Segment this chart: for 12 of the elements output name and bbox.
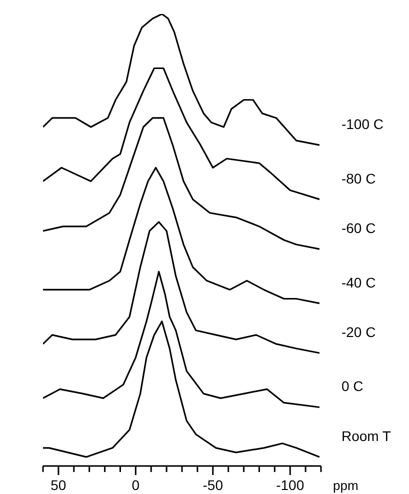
x-tick-label: -50 — [202, 477, 224, 493]
series-label: Room T — [341, 428, 392, 444]
series-label: -60 C — [341, 220, 376, 236]
series-label: -100 C — [341, 116, 384, 132]
x-tick-label: -100 — [276, 477, 304, 493]
series-label: -80 C — [341, 170, 376, 186]
series-label: -20 C — [341, 324, 376, 340]
series-label: 0 C — [341, 378, 364, 394]
x-axis-title: ppm — [333, 478, 358, 493]
x-tick-label: 50 — [50, 477, 66, 493]
x-tick-label: 0 — [132, 477, 140, 493]
series-label: -40 C — [341, 274, 376, 290]
